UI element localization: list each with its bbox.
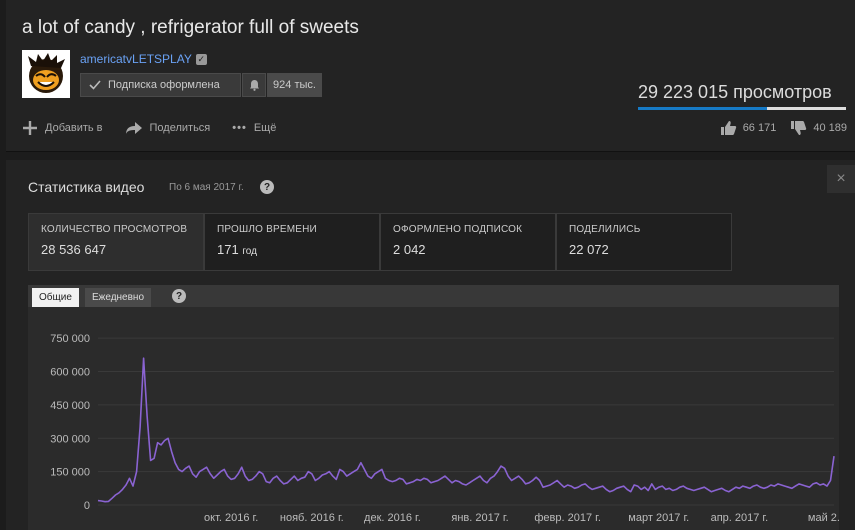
add-to-label: Добавить в: [45, 122, 103, 134]
metric-value: 2 042: [393, 242, 426, 257]
metric-watch-time[interactable]: Прошло времени 171 год: [204, 213, 380, 271]
like-button[interactable]: 66 171: [720, 120, 777, 136]
action-bar: Добавить в Поделиться ••• Ещё: [22, 120, 276, 136]
metric-views[interactable]: Количество просмотров 28 536 647: [28, 213, 204, 271]
thumbs-up-icon: [720, 121, 736, 135]
x-tick-label: май 2...: [808, 512, 839, 524]
stats-date: По 6 мая 2017 г.: [169, 182, 244, 193]
x-tick-label: дек. 2016 г.: [364, 512, 421, 524]
plus-icon: [23, 121, 37, 135]
y-tick-label: 750 000: [50, 333, 90, 345]
metric-unit: год: [242, 246, 257, 257]
tab-daily[interactable]: Ежедневно: [85, 288, 152, 307]
channel-name[interactable]: americatvLETSPLAY: [80, 52, 192, 66]
metric-shares[interactable]: Поделились 22 072: [556, 213, 732, 271]
check-icon: [89, 80, 101, 90]
subscriber-count: 924 тыс.: [267, 73, 322, 97]
rating-bar: 66 171 40 189: [720, 120, 847, 136]
share-label: Поделиться: [149, 122, 211, 134]
x-tick-label: февр. 2017 г.: [534, 512, 601, 524]
like-count: 66 171: [742, 122, 777, 134]
metric-number: 171: [217, 242, 239, 257]
daily-views-line[interactable]: [97, 357, 835, 503]
metric-value: 22 072: [569, 242, 609, 257]
share-icon: [125, 122, 142, 134]
like-ratio-bar: [638, 107, 846, 110]
thumbs-down-icon: [791, 121, 807, 135]
close-icon: ×: [836, 170, 846, 187]
channel-name-link[interactable]: americatvLETSPLAY ✓: [80, 52, 207, 66]
more-label: Ещё: [253, 122, 277, 134]
stats-title: Статистика видео: [28, 179, 145, 195]
views-chart: 0 150 000 300 000 450 000 600 000 750 000 окт.…: [28, 307, 846, 530]
metric-label: Прошло времени: [217, 224, 317, 235]
more-button[interactable]: ••• Ещё: [232, 122, 276, 134]
notification-bell-button[interactable]: [242, 73, 266, 97]
metric-label: Поделились: [569, 224, 641, 235]
like-ratio-fill: [638, 107, 767, 110]
metric-label: Оформлено подписок: [393, 224, 523, 235]
verified-icon: ✓: [195, 53, 207, 65]
share-button[interactable]: Поделиться: [125, 121, 211, 135]
y-tick-label: 0: [84, 500, 90, 512]
metric-value: 28 536 647: [41, 242, 107, 257]
subscribe-label: Подписка оформлена: [108, 79, 220, 91]
x-tick-label: апр. 2017 г.: [711, 512, 769, 524]
video-stats-panel: × Статистика видео По 6 мая 2017 г. ? Ко…: [6, 160, 855, 530]
metrics-row: Количество просмотров 28 536 647 Прошло …: [28, 213, 732, 271]
bell-icon: [249, 80, 259, 91]
metric-subscriptions[interactable]: Оформлено подписок 2 042: [380, 213, 556, 271]
dislike-button[interactable]: 40 189: [790, 120, 847, 136]
x-tick-label: окт. 2016 г.: [204, 512, 258, 524]
channel-avatar[interactable]: [22, 50, 70, 98]
video-header: a lot of candy , refrigerator full of sw…: [6, 0, 855, 152]
close-stats-button[interactable]: ×: [827, 165, 855, 193]
metric-value: 171 год: [217, 242, 367, 257]
y-tick-label: 300 000: [50, 433, 90, 445]
subscribe-button[interactable]: Подписка оформлена: [80, 73, 241, 97]
chart-help-icon[interactable]: ?: [172, 289, 186, 303]
chart-tabs: Общие Ежедневно ?: [28, 285, 839, 307]
y-tick-label: 600 000: [50, 367, 90, 379]
more-dots-icon: •••: [232, 122, 247, 134]
y-tick-label: 150 000: [50, 467, 90, 479]
help-icon[interactable]: ?: [260, 180, 274, 194]
add-to-button[interactable]: Добавить в: [22, 120, 103, 136]
metric-label: Количество просмотров: [41, 224, 188, 235]
x-tick-label: март 2017 г.: [628, 512, 689, 524]
tab-total[interactable]: Общие: [32, 288, 79, 307]
video-title: a lot of candy , refrigerator full of sw…: [22, 17, 359, 38]
x-tick-label: нояб. 2016 г.: [280, 512, 344, 524]
x-tick-label: янв. 2017 г.: [451, 512, 508, 524]
y-tick-label: 450 000: [50, 400, 90, 412]
views-chart-svg: 0 150 000 300 000 450 000 600 000 750 000 окт.…: [50, 333, 846, 524]
view-count: 29 223 015 просмотров: [638, 82, 832, 102]
dislike-count: 40 189: [813, 122, 847, 134]
